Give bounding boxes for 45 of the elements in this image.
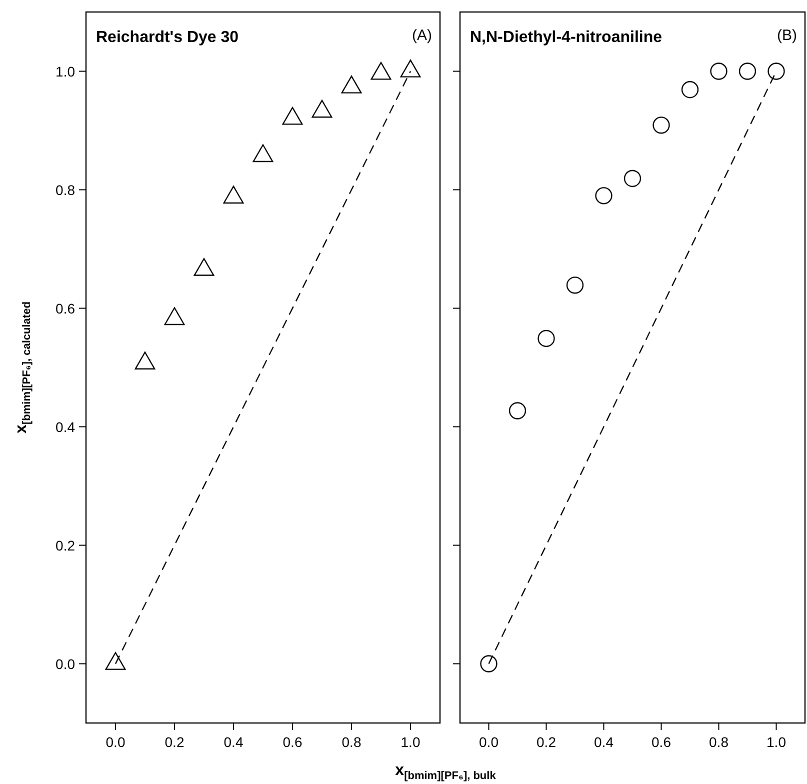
point: [400, 60, 421, 78]
point: [624, 170, 642, 188]
point: [508, 402, 526, 420]
x-tick-label: 0.0: [479, 734, 499, 750]
x-axis-title: x$_{[bmim][PF₆], bulk}$: [395, 762, 497, 782]
annotation: (B): [777, 27, 797, 44]
y-tick-label: 1.0: [56, 63, 76, 80]
point: [164, 307, 185, 326]
x-tick-label: 0.4: [594, 734, 614, 750]
point: [341, 76, 362, 94]
x-tick-label: 0.2: [536, 734, 556, 750]
point: [738, 62, 756, 80]
point: [312, 100, 332, 118]
y-tick-label: 0.8: [56, 182, 76, 198]
x-tick-label: 0.6: [282, 734, 302, 750]
y-tick-label: 0.4: [56, 418, 76, 435]
x-tick-label: 0.6: [652, 734, 672, 750]
text: N,N-Diethyl-4-nitroaniline: [470, 29, 662, 46]
point: [595, 187, 612, 204]
y-tick-label: 0.0: [56, 656, 76, 672]
point: [480, 655, 498, 672]
point: [134, 352, 156, 370]
text: Reichardt's Dye 30: [96, 29, 239, 46]
x-tick-label: 0.0: [106, 734, 126, 750]
point: [252, 144, 274, 162]
point: [681, 81, 699, 98]
x-tick-label: 1.0: [400, 734, 420, 750]
annotation: (A): [412, 27, 432, 44]
x-tick-label: 0.2: [164, 734, 184, 750]
point: [370, 62, 392, 80]
point: [566, 276, 584, 294]
point: [710, 62, 728, 80]
x-tick-label: 0.8: [709, 734, 729, 750]
x-tick-label: 1.0: [766, 734, 786, 750]
y-tick-label: 0.6: [56, 300, 76, 316]
point: [223, 186, 244, 204]
point: [538, 330, 555, 348]
point: [652, 116, 670, 134]
x-tick-label: 0.4: [224, 734, 244, 750]
x-tick-label: 0.8: [342, 734, 362, 750]
y-tick-label: 0.2: [56, 537, 76, 554]
point: [282, 106, 303, 125]
point: [768, 62, 785, 80]
point: [105, 652, 126, 670]
point: [194, 258, 214, 276]
